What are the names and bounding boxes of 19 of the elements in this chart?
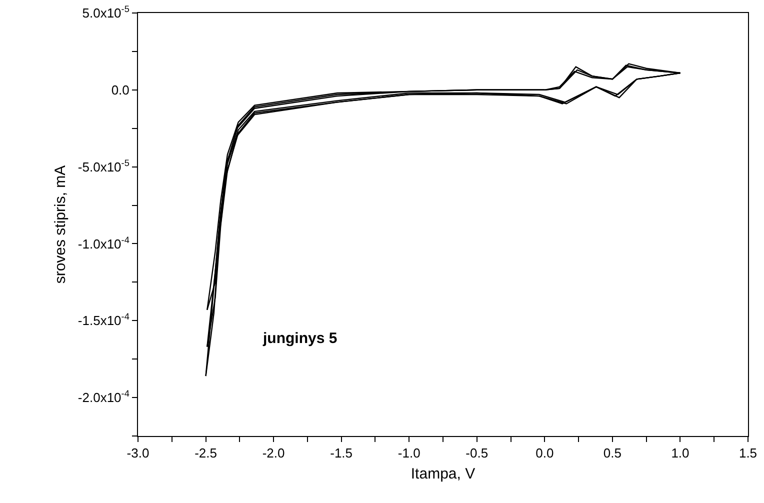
x-tick-label: 0.0	[536, 446, 554, 461]
x-tick-label: -2.5	[194, 446, 217, 461]
y-tick-label: -5.0x10$^{-5}$	[78, 158, 130, 174]
y-axis-title: sroves stipris, mA	[52, 165, 70, 284]
y-tick-label: -2.0x10$^{-4}$	[78, 388, 130, 406]
x-tick-label: 1.5	[738, 446, 758, 461]
x-tick-label: -1.0	[398, 446, 420, 461]
x-axis-title: Itampa, V	[410, 466, 476, 483]
y-tick-label: -1.0x10$^{-4}$	[78, 234, 130, 252]
y-tick-label: 0.0	[111, 82, 130, 98]
x-tick-label: -3.0	[126, 446, 150, 461]
x-tick-label: 0.5	[603, 446, 622, 461]
y-tick-label: -1.5x10$^{-4}$	[78, 312, 130, 328]
y-tick-label: 5.0x10$^{-5}$	[82, 4, 130, 21]
x-tick-label: -1.5	[330, 446, 353, 461]
annotation: junginys 5	[262, 330, 338, 347]
x-tick-label: -0.5	[466, 446, 488, 461]
x-tick-label: -2.0	[262, 446, 285, 461]
x-tick-label: 1.0	[671, 446, 690, 461]
